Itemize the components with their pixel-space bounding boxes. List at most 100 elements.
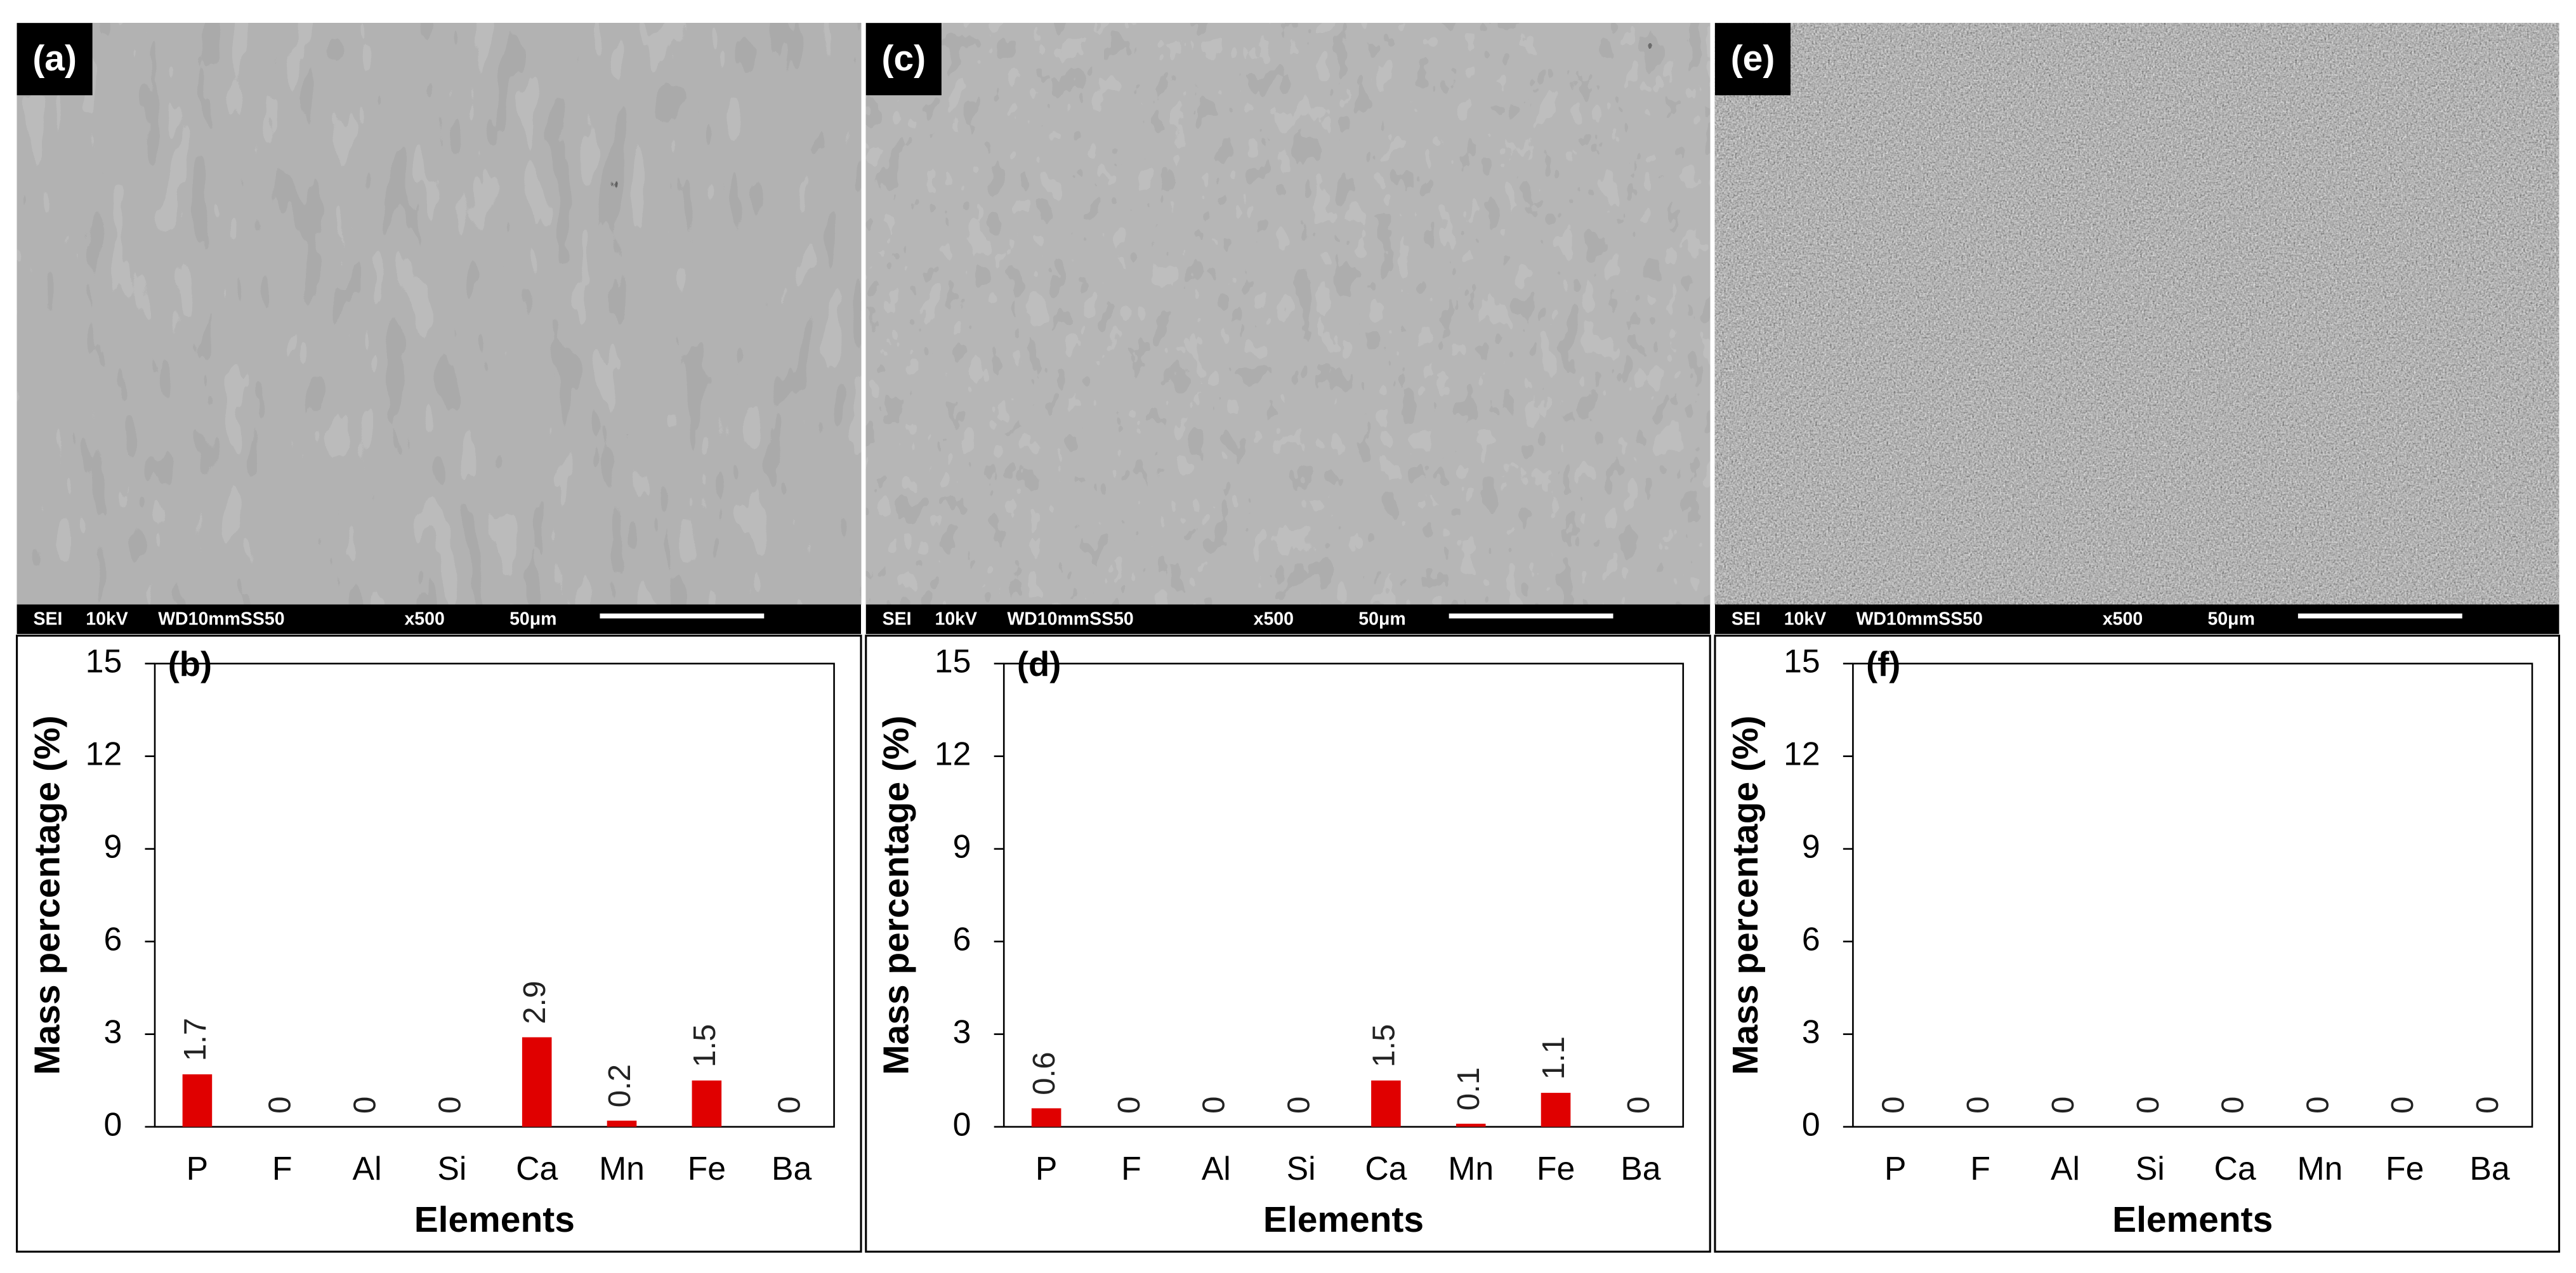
y-tick-label: 0	[103, 1105, 122, 1142]
info-text: 10kV	[86, 609, 128, 630]
info-text: x500	[404, 609, 444, 630]
data-label: 0.6	[1027, 1052, 1061, 1095]
bar	[1031, 1108, 1061, 1127]
bar	[182, 1074, 213, 1127]
info-text: x500	[1254, 609, 1294, 630]
y-tick-label: 9	[1802, 828, 1820, 864]
panel-label: (a)	[32, 38, 77, 79]
y-tick-label: 15	[935, 642, 971, 679]
y-tick-label: 6	[103, 920, 122, 957]
bar	[1456, 1123, 1486, 1127]
data-label: 0	[1876, 1097, 1910, 1114]
data-label: 0	[772, 1097, 807, 1114]
info-bar	[16, 604, 862, 635]
info-text: 50μm	[2207, 609, 2254, 630]
x-tick-label: F	[272, 1150, 292, 1187]
info-bar	[865, 604, 1711, 635]
x-tick-label: Mn	[1448, 1150, 1494, 1187]
x-tick-label: Al	[1202, 1150, 1231, 1187]
y-tick-label: 15	[1784, 642, 1820, 679]
x-tick-label: Ba	[1620, 1150, 1661, 1187]
x-tick-label: P	[1035, 1150, 1058, 1187]
x-tick-label: Ca	[516, 1150, 558, 1187]
x-tick-label: Fe	[2386, 1150, 2424, 1187]
data-label: 0	[2385, 1097, 2420, 1114]
panel-label: (c)	[882, 38, 926, 79]
y-tick-label: 0	[1802, 1105, 1820, 1142]
bar	[1371, 1080, 1401, 1127]
x-tick-label: Si	[437, 1150, 466, 1187]
data-label: 0	[2300, 1097, 2335, 1114]
data-label: 1.1	[1536, 1036, 1571, 1079]
x-tick-label: P	[187, 1150, 209, 1187]
y-axis-label: Mass percentage (%)	[27, 715, 67, 1074]
x-tick-label: Al	[353, 1150, 382, 1187]
x-tick-label: F	[1970, 1150, 1990, 1187]
data-label: 1.5	[687, 1024, 722, 1067]
info-text: 50μm	[509, 609, 556, 630]
y-tick-label: 12	[935, 735, 971, 772]
sem-image	[865, 23, 1711, 605]
bar	[1541, 1093, 1571, 1127]
data-label: 0	[2046, 1097, 2080, 1114]
data-label: 0	[263, 1097, 298, 1114]
x-axis-label: Elements	[414, 1199, 575, 1240]
data-label: 0.1	[1451, 1067, 1486, 1111]
data-label: 0	[432, 1097, 467, 1114]
sem-image	[1714, 23, 2560, 605]
y-tick-label: 6	[953, 920, 971, 957]
x-tick-label: Mn	[599, 1150, 645, 1187]
panel-label: (f)	[1866, 645, 1900, 683]
y-tick-label: 6	[1802, 920, 1820, 957]
x-tick-label: P	[1884, 1150, 1907, 1187]
y-tick-label: 12	[1784, 735, 1820, 772]
x-tick-label: Mn	[2297, 1150, 2343, 1187]
data-label: 0	[1197, 1097, 1232, 1114]
info-text: 10kV	[1784, 609, 1827, 630]
y-axis-label: Mass percentage (%)	[876, 715, 917, 1074]
data-label: 2.9	[517, 980, 552, 1024]
panel-label-box	[1714, 23, 1791, 96]
plot-frame	[1852, 663, 2533, 1128]
info-text: 10kV	[935, 609, 976, 630]
x-axis-label: Elements	[1263, 1199, 1424, 1240]
x-tick-label: Ba	[2469, 1150, 2510, 1187]
info-text: WD10mmSS50	[1856, 609, 1983, 630]
data-label: 0	[1621, 1097, 1656, 1114]
y-tick-label: 3	[1802, 1013, 1820, 1050]
y-tick-label: 0	[953, 1105, 971, 1142]
y-tick-label: 9	[953, 828, 971, 864]
x-tick-label: Ca	[2214, 1150, 2256, 1187]
info-bar	[1714, 604, 2560, 635]
y-tick-label: 15	[86, 642, 122, 679]
y-tick-label: 3	[103, 1013, 122, 1050]
x-tick-label: F	[1121, 1150, 1141, 1187]
data-label: 0	[2131, 1097, 2165, 1114]
y-tick-label: 12	[86, 735, 122, 772]
x-tick-label: Fe	[688, 1150, 726, 1187]
plot-frame	[154, 663, 835, 1128]
info-text: x500	[2103, 609, 2143, 630]
data-label: 1.5	[1366, 1024, 1401, 1067]
y-tick-label: 9	[103, 828, 122, 864]
bar	[692, 1080, 722, 1127]
info-text: WD10mmSS50	[1007, 609, 1133, 630]
panel-label-box	[16, 23, 93, 96]
info-text: SEI	[33, 609, 62, 630]
x-tick-label: Ba	[772, 1150, 812, 1187]
x-tick-label: Ca	[1365, 1150, 1407, 1187]
x-tick-label: Fe	[1537, 1150, 1575, 1187]
chart-border	[1714, 635, 2560, 1253]
chart-border	[865, 635, 1711, 1253]
x-tick-label: Al	[2051, 1150, 2080, 1187]
panel-label: (b)	[168, 645, 212, 683]
chart-border	[16, 635, 862, 1253]
data-label: 0	[2216, 1097, 2251, 1114]
bar	[607, 1120, 637, 1127]
data-label: 0	[1961, 1097, 1995, 1114]
info-text: SEI	[883, 609, 912, 630]
data-label: 0.2	[602, 1064, 637, 1107]
data-label: 0	[2470, 1097, 2505, 1114]
data-label: 0	[1112, 1097, 1147, 1114]
